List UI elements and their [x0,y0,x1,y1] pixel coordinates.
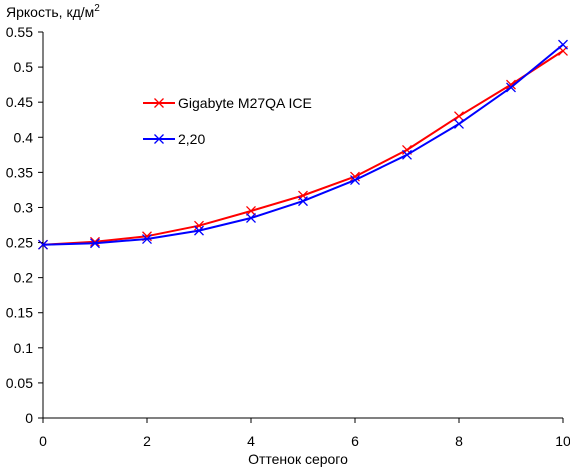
data-point [506,82,516,93]
series-1 [38,45,568,250]
data-point [558,39,568,50]
data-point [506,79,516,90]
data-point [142,234,152,244]
data-point [454,118,464,129]
legend-swatch-marker [154,98,164,108]
y-tick-label: 0.5 [14,59,34,75]
y-axis-title: Яркость, кд/м2 [6,3,100,20]
data-point [90,238,100,249]
data-point [194,225,204,236]
y-tick-label: 0.55 [6,24,33,40]
x-tick-label: 0 [39,433,47,449]
data-point [194,220,204,231]
y-tick-label: 0.2 [14,270,34,286]
legend-item-2: 2,20 [143,131,205,147]
series-layer [38,39,568,250]
y-tick-label: 0.3 [14,199,34,215]
legend-label: 2,20 [178,131,205,147]
y-tick-label: 0.4 [14,129,34,145]
legend-swatch-marker [154,134,164,144]
y-axis-title-main: Яркость, кд/м [6,4,94,20]
legend-item-1: Gigabyte M27QA ICE [143,95,312,111]
y-tick-label: 0.25 [6,235,33,251]
x-axis-ticks: 0 2 4 6 8 10 [39,418,570,449]
data-point [246,206,256,216]
x-tick-label: 8 [455,433,463,449]
data-point [350,175,360,186]
data-point [38,239,48,250]
x-tick-label: 10 [555,433,570,449]
series-line-2 [42,43,564,246]
y-tick-label: 0.35 [6,164,33,180]
series-line-1 [42,50,564,246]
y-tick-label: 0.05 [6,375,33,391]
series-2 [38,39,568,250]
data-point [402,149,412,160]
data-point [298,196,308,207]
y-tick-label: 0.15 [6,305,33,321]
legend: Gigabyte M27QA ICE 2,20 [143,95,312,147]
y-tick-label: 0 [25,410,33,426]
data-point [90,236,100,247]
x-axis-title: Оттенок серого [248,451,348,467]
x-tick-label: 6 [351,433,359,449]
y-axis-ticks: 0 0.05 0.1 0.15 0.2 0.25 0.3 0.35 0.4 0.45 0.5 0.55 [6,24,43,426]
data-point [454,111,464,122]
x-tick-label: 4 [247,433,255,449]
data-point [246,213,256,223]
legend-label: Gigabyte M27QA ICE [178,95,312,111]
y-tick-label: 0.1 [14,340,34,356]
y-tick-label: 0.45 [6,94,33,110]
x-tick-label: 2 [143,433,151,449]
y-axis-title-sup: 2 [94,3,100,14]
